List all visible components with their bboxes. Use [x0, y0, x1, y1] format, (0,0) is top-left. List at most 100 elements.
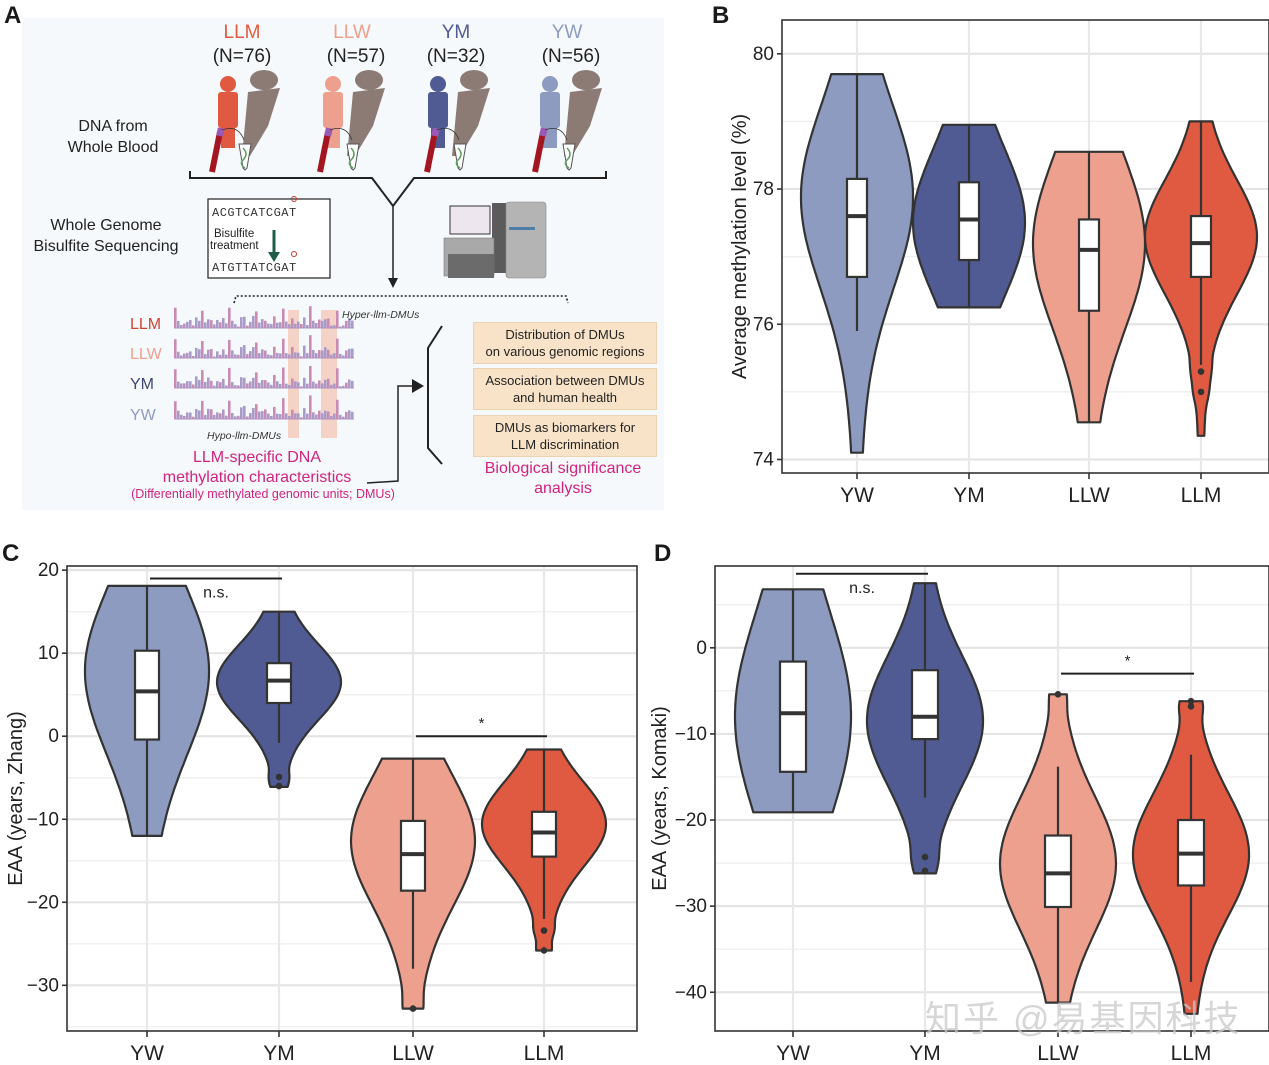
outlier-point — [1187, 697, 1195, 705]
significance-label: * — [479, 715, 485, 732]
track-bar — [186, 352, 189, 358]
person-icon-yw — [540, 70, 602, 156]
track-bar — [255, 372, 258, 388]
track-bar — [276, 413, 279, 419]
track-bar — [297, 321, 300, 328]
x-tick-label: LLW — [392, 1042, 434, 1065]
track-bar — [273, 316, 276, 328]
track-bar — [309, 306, 312, 328]
track-bar — [192, 325, 195, 328]
track-bar — [204, 322, 207, 328]
track-bar — [318, 319, 321, 328]
y-tick-label: −30 — [27, 975, 59, 996]
track-bar — [300, 356, 303, 358]
track-label-yw: YW — [130, 407, 156, 424]
track-bar — [324, 379, 327, 388]
track-bar — [327, 411, 330, 419]
track-bar — [297, 352, 300, 358]
y-tick-label: 74 — [753, 449, 775, 470]
track-bar — [240, 407, 243, 419]
track-bar — [198, 320, 201, 328]
track-bar — [213, 385, 216, 388]
violin-yw — [733, 588, 853, 814]
track-bar — [315, 383, 318, 388]
x-tick-label: LLW — [1037, 1042, 1079, 1065]
track-bar — [180, 325, 183, 328]
outlier-point — [540, 947, 548, 954]
track-bar — [306, 383, 309, 388]
dna-tube-icon-llm — [221, 127, 252, 171]
panel-a-schematic: LLM (N=76) LLW (N=57) YM (N=32) YW (N=56… — [22, 18, 664, 510]
hypo-dmu-highlight — [288, 310, 299, 438]
flow-arrow-head — [388, 278, 398, 288]
track-bar — [279, 383, 282, 388]
track-bar — [330, 354, 333, 358]
significance-label: n.s. — [203, 584, 229, 601]
violin-llw — [1031, 150, 1147, 424]
sequence-after: ATGTTATCGAT — [212, 261, 297, 275]
track-bar — [237, 385, 240, 388]
track-bar — [204, 382, 207, 388]
box-iqr — [778, 660, 808, 773]
track-bar — [336, 399, 339, 419]
track-bar — [303, 377, 306, 388]
bisulfite-line2: treatment — [210, 240, 259, 252]
track-bar — [321, 413, 324, 419]
track-bar — [174, 369, 177, 388]
track-bar — [291, 347, 294, 358]
track-bar — [207, 349, 210, 358]
y-tick-label: 0 — [696, 638, 707, 659]
track-bar — [318, 380, 321, 388]
chart-d: n.s. * −40 −30 −20 −10 0 YW YM LLW LLM EAA (years, … — [649, 565, 1269, 1065]
track-bar — [186, 412, 189, 419]
track-bar — [240, 377, 243, 388]
violin-ym — [865, 582, 985, 875]
track-bar — [216, 351, 219, 358]
track-bar — [321, 350, 324, 358]
track-bar — [288, 354, 291, 358]
track-bar — [339, 386, 342, 388]
track-bar — [252, 407, 255, 419]
track-bar — [333, 325, 336, 328]
track-bar — [327, 378, 330, 388]
x-tick-label: YW — [130, 1042, 164, 1065]
track-bar — [276, 352, 279, 358]
track-bar — [201, 370, 204, 388]
analysis-box-1-line2: on various genomic regions — [485, 344, 645, 359]
track-bar — [237, 354, 240, 358]
track-bar — [243, 345, 246, 358]
x-tick-label: YM — [953, 484, 985, 507]
track-bar — [225, 323, 228, 328]
box-iqr — [910, 669, 940, 741]
bisulfite-treatment-label: Bisulfite treatment — [210, 228, 259, 252]
track-bar — [180, 383, 183, 388]
y-tick-label: −20 — [27, 892, 59, 913]
track-bar — [249, 321, 252, 328]
track-bar — [321, 383, 324, 388]
analysis-box-2-line1: Association between DMUs — [485, 373, 645, 388]
track-bar — [258, 322, 261, 328]
track-bar — [225, 385, 228, 388]
box-iqr — [265, 662, 293, 705]
flow-connector — [366, 385, 414, 484]
box-iqr — [1077, 218, 1101, 312]
track-bar — [351, 411, 354, 419]
track-bar — [294, 352, 297, 358]
track-bar — [249, 351, 252, 358]
group-label-ym: YM — [441, 22, 471, 43]
biological-significance-title: Biological significance analysis — [452, 459, 674, 499]
methylation-track-ym — [174, 365, 354, 389]
track-bar — [333, 413, 336, 419]
track-bar — [210, 349, 213, 358]
track-bar — [201, 340, 204, 358]
dna-from-line2: Whole Blood — [67, 139, 159, 156]
track-bar — [348, 348, 351, 358]
track-bar — [210, 320, 213, 328]
track-bar — [222, 409, 225, 419]
llm-specific-line2: methylation characteristics — [162, 469, 352, 486]
track-bar — [336, 310, 339, 328]
track-bar — [201, 310, 204, 328]
track-bar — [222, 378, 225, 388]
track-bar — [291, 409, 294, 419]
track-bar — [252, 347, 255, 358]
